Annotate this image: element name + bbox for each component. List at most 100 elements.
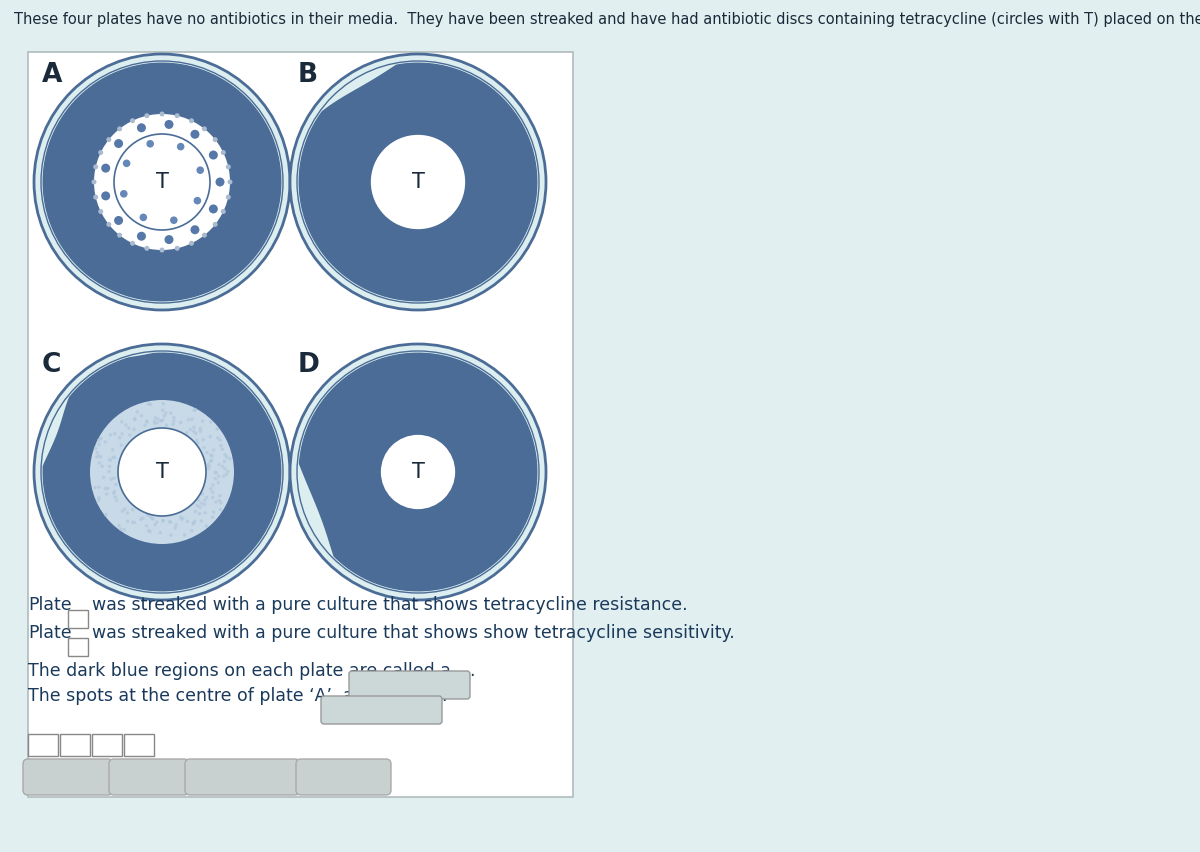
Circle shape xyxy=(149,403,152,406)
Circle shape xyxy=(209,453,212,457)
Circle shape xyxy=(107,222,112,227)
Circle shape xyxy=(98,209,103,214)
Circle shape xyxy=(149,530,152,533)
Circle shape xyxy=(124,423,127,427)
Circle shape xyxy=(200,419,204,423)
Circle shape xyxy=(113,490,116,493)
Circle shape xyxy=(152,419,156,423)
Text: Plate: Plate xyxy=(28,596,72,614)
Circle shape xyxy=(169,521,173,524)
Circle shape xyxy=(209,151,218,159)
Circle shape xyxy=(191,130,199,139)
Circle shape xyxy=(224,472,228,476)
Text: streak: streak xyxy=(43,769,94,785)
Circle shape xyxy=(98,150,103,155)
Circle shape xyxy=(202,126,206,131)
Circle shape xyxy=(154,416,157,419)
Circle shape xyxy=(144,245,149,250)
Circle shape xyxy=(170,216,178,224)
Circle shape xyxy=(193,408,197,412)
Circle shape xyxy=(210,454,214,458)
Circle shape xyxy=(101,464,104,468)
Circle shape xyxy=(218,438,222,442)
Circle shape xyxy=(204,524,208,527)
Circle shape xyxy=(191,417,194,421)
Text: C: C xyxy=(101,736,113,754)
Circle shape xyxy=(101,164,110,173)
Circle shape xyxy=(34,54,290,310)
Circle shape xyxy=(220,444,223,447)
Circle shape xyxy=(191,225,199,234)
Circle shape xyxy=(370,134,466,230)
Circle shape xyxy=(175,113,180,118)
Circle shape xyxy=(211,496,215,499)
Circle shape xyxy=(169,533,173,537)
Circle shape xyxy=(139,517,143,521)
Circle shape xyxy=(90,400,234,544)
Circle shape xyxy=(136,410,139,414)
Circle shape xyxy=(218,494,222,498)
Circle shape xyxy=(97,443,101,446)
Circle shape xyxy=(202,233,206,238)
Circle shape xyxy=(126,511,130,515)
Circle shape xyxy=(112,476,115,480)
FancyBboxPatch shape xyxy=(322,696,442,724)
Text: A: A xyxy=(42,62,62,88)
Circle shape xyxy=(114,483,118,486)
Circle shape xyxy=(97,439,101,442)
Circle shape xyxy=(216,481,220,485)
Circle shape xyxy=(94,446,97,450)
Circle shape xyxy=(122,528,126,532)
Circle shape xyxy=(151,517,155,521)
Circle shape xyxy=(211,515,215,519)
Circle shape xyxy=(228,457,232,461)
Text: B: B xyxy=(298,62,318,88)
Circle shape xyxy=(198,512,202,515)
Circle shape xyxy=(196,439,199,442)
Circle shape xyxy=(162,402,166,406)
Circle shape xyxy=(211,491,215,494)
Circle shape xyxy=(220,501,223,504)
Circle shape xyxy=(34,344,290,600)
Circle shape xyxy=(94,486,97,489)
Circle shape xyxy=(110,448,114,452)
Text: T: T xyxy=(412,462,425,482)
Circle shape xyxy=(198,505,202,509)
Circle shape xyxy=(206,463,210,466)
Circle shape xyxy=(113,432,116,435)
Circle shape xyxy=(161,519,164,522)
Circle shape xyxy=(223,467,227,470)
Circle shape xyxy=(206,467,210,470)
Circle shape xyxy=(161,418,164,422)
Circle shape xyxy=(226,194,230,199)
Circle shape xyxy=(94,164,98,170)
Circle shape xyxy=(137,124,146,132)
Bar xyxy=(28,52,574,797)
Circle shape xyxy=(144,113,149,118)
Circle shape xyxy=(152,422,156,425)
Circle shape xyxy=(120,432,124,435)
Circle shape xyxy=(95,455,98,459)
Circle shape xyxy=(224,455,228,459)
Circle shape xyxy=(228,180,233,185)
Circle shape xyxy=(179,421,182,424)
Circle shape xyxy=(221,209,226,214)
Circle shape xyxy=(199,429,203,433)
Circle shape xyxy=(102,475,106,480)
Circle shape xyxy=(146,140,154,147)
FancyBboxPatch shape xyxy=(349,671,470,699)
Circle shape xyxy=(203,498,206,502)
Circle shape xyxy=(173,527,176,530)
Circle shape xyxy=(202,438,205,441)
Circle shape xyxy=(120,420,124,423)
Circle shape xyxy=(161,408,164,412)
Circle shape xyxy=(142,516,145,520)
Text: Plate: Plate xyxy=(28,624,72,642)
Circle shape xyxy=(200,492,204,496)
Circle shape xyxy=(119,527,122,531)
Circle shape xyxy=(212,448,216,452)
Circle shape xyxy=(216,177,224,187)
Circle shape xyxy=(192,425,196,429)
Circle shape xyxy=(131,508,134,511)
Circle shape xyxy=(169,412,173,415)
